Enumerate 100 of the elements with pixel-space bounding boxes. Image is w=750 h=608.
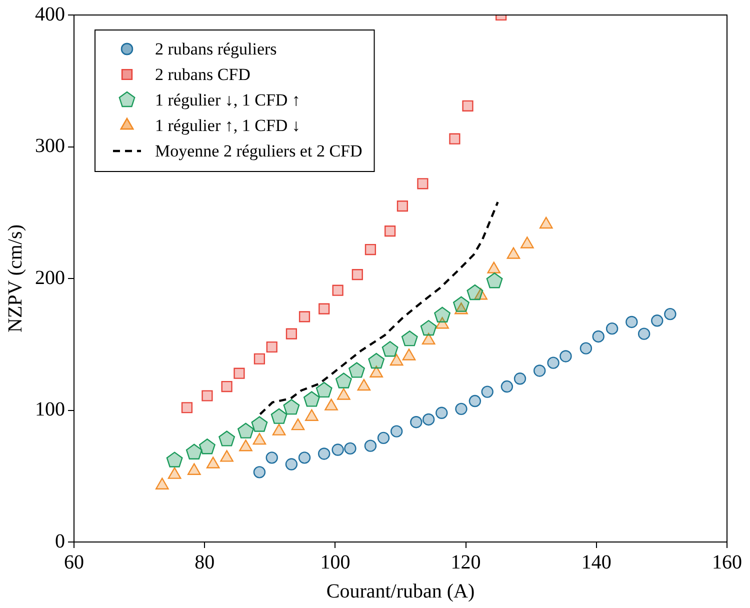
point	[298, 452, 311, 464]
x-tick-label: 100	[320, 551, 350, 574]
point	[487, 262, 501, 274]
point	[252, 432, 266, 445]
legend-label: 1 régulier ↓, 1 CFD ↑	[155, 90, 300, 110]
point	[638, 328, 650, 340]
point	[199, 438, 216, 454]
point	[332, 284, 344, 296]
point	[580, 342, 592, 354]
point	[434, 306, 450, 322]
point	[251, 416, 268, 432]
point	[449, 133, 460, 144]
point	[455, 402, 468, 416]
x-tick-label: 80	[194, 551, 215, 574]
point	[468, 394, 482, 408]
point	[305, 409, 318, 421]
point	[234, 368, 245, 379]
point	[410, 416, 422, 428]
point	[318, 448, 330, 460]
point	[560, 350, 572, 362]
point	[462, 100, 474, 112]
legend-label: 2 rubans CFD	[155, 64, 250, 84]
point	[206, 456, 220, 468]
point	[166, 452, 183, 468]
y-tick-label: 400	[35, 3, 65, 26]
point	[324, 398, 338, 410]
point	[348, 362, 365, 378]
point	[390, 425, 403, 438]
point	[352, 269, 363, 280]
point	[266, 341, 278, 353]
point	[401, 330, 418, 346]
point	[420, 320, 437, 336]
point	[344, 442, 356, 455]
point	[364, 244, 376, 256]
point	[436, 406, 448, 419]
point	[402, 348, 416, 360]
point	[270, 408, 288, 424]
point	[520, 236, 534, 248]
legend-label: 2 rubans réguliers	[155, 39, 277, 58]
point	[514, 372, 526, 385]
point	[285, 458, 298, 470]
point	[547, 356, 560, 369]
point	[318, 303, 330, 314]
point	[272, 424, 286, 436]
point	[181, 402, 193, 414]
x-tick-label: 60	[64, 551, 84, 574]
line-series	[259, 200, 499, 416]
point	[303, 391, 320, 407]
x-tick-label: 160	[712, 551, 742, 574]
point	[316, 382, 332, 398]
point	[651, 314, 664, 327]
point	[606, 322, 618, 335]
point	[332, 444, 344, 456]
point	[254, 353, 265, 364]
point	[221, 380, 232, 392]
legend-label: 1 régulier ↑, 1 CFD ↓	[155, 116, 300, 135]
point	[368, 352, 385, 369]
point	[417, 178, 428, 190]
point	[539, 216, 553, 229]
point	[335, 372, 352, 388]
point	[390, 354, 404, 366]
y-tick-label: 0	[55, 530, 65, 552]
point	[291, 418, 305, 430]
legend-label: Moyenne 2 réguliers et 2 CFD	[155, 141, 362, 160]
point	[218, 430, 236, 446]
point	[239, 440, 252, 452]
point	[286, 328, 297, 340]
point	[377, 432, 390, 444]
y-tick-label: 200	[35, 266, 65, 289]
point	[384, 226, 396, 237]
point	[533, 364, 546, 377]
point	[500, 380, 514, 393]
x-tick-label: 120	[450, 551, 481, 574]
point	[202, 390, 213, 402]
point	[664, 308, 676, 320]
point	[155, 478, 169, 490]
point	[337, 388, 350, 400]
point	[283, 399, 300, 415]
point	[466, 284, 484, 300]
point	[396, 200, 408, 212]
point	[486, 272, 503, 288]
point	[220, 450, 234, 462]
point	[506, 247, 520, 259]
point	[592, 330, 604, 343]
point	[382, 341, 398, 357]
point	[298, 311, 310, 322]
point	[253, 466, 266, 478]
point	[186, 444, 202, 460]
point	[481, 386, 494, 398]
y-axis-title: NZPV (cm/s)	[4, 224, 26, 332]
point	[357, 378, 371, 391]
point	[168, 467, 182, 479]
point	[626, 316, 638, 328]
y-tick-label: 300	[35, 135, 65, 157]
point	[187, 463, 201, 475]
x-tick-label: 140	[581, 551, 612, 574]
point	[266, 452, 278, 464]
point	[453, 296, 470, 312]
point	[422, 413, 435, 426]
point	[238, 422, 254, 438]
